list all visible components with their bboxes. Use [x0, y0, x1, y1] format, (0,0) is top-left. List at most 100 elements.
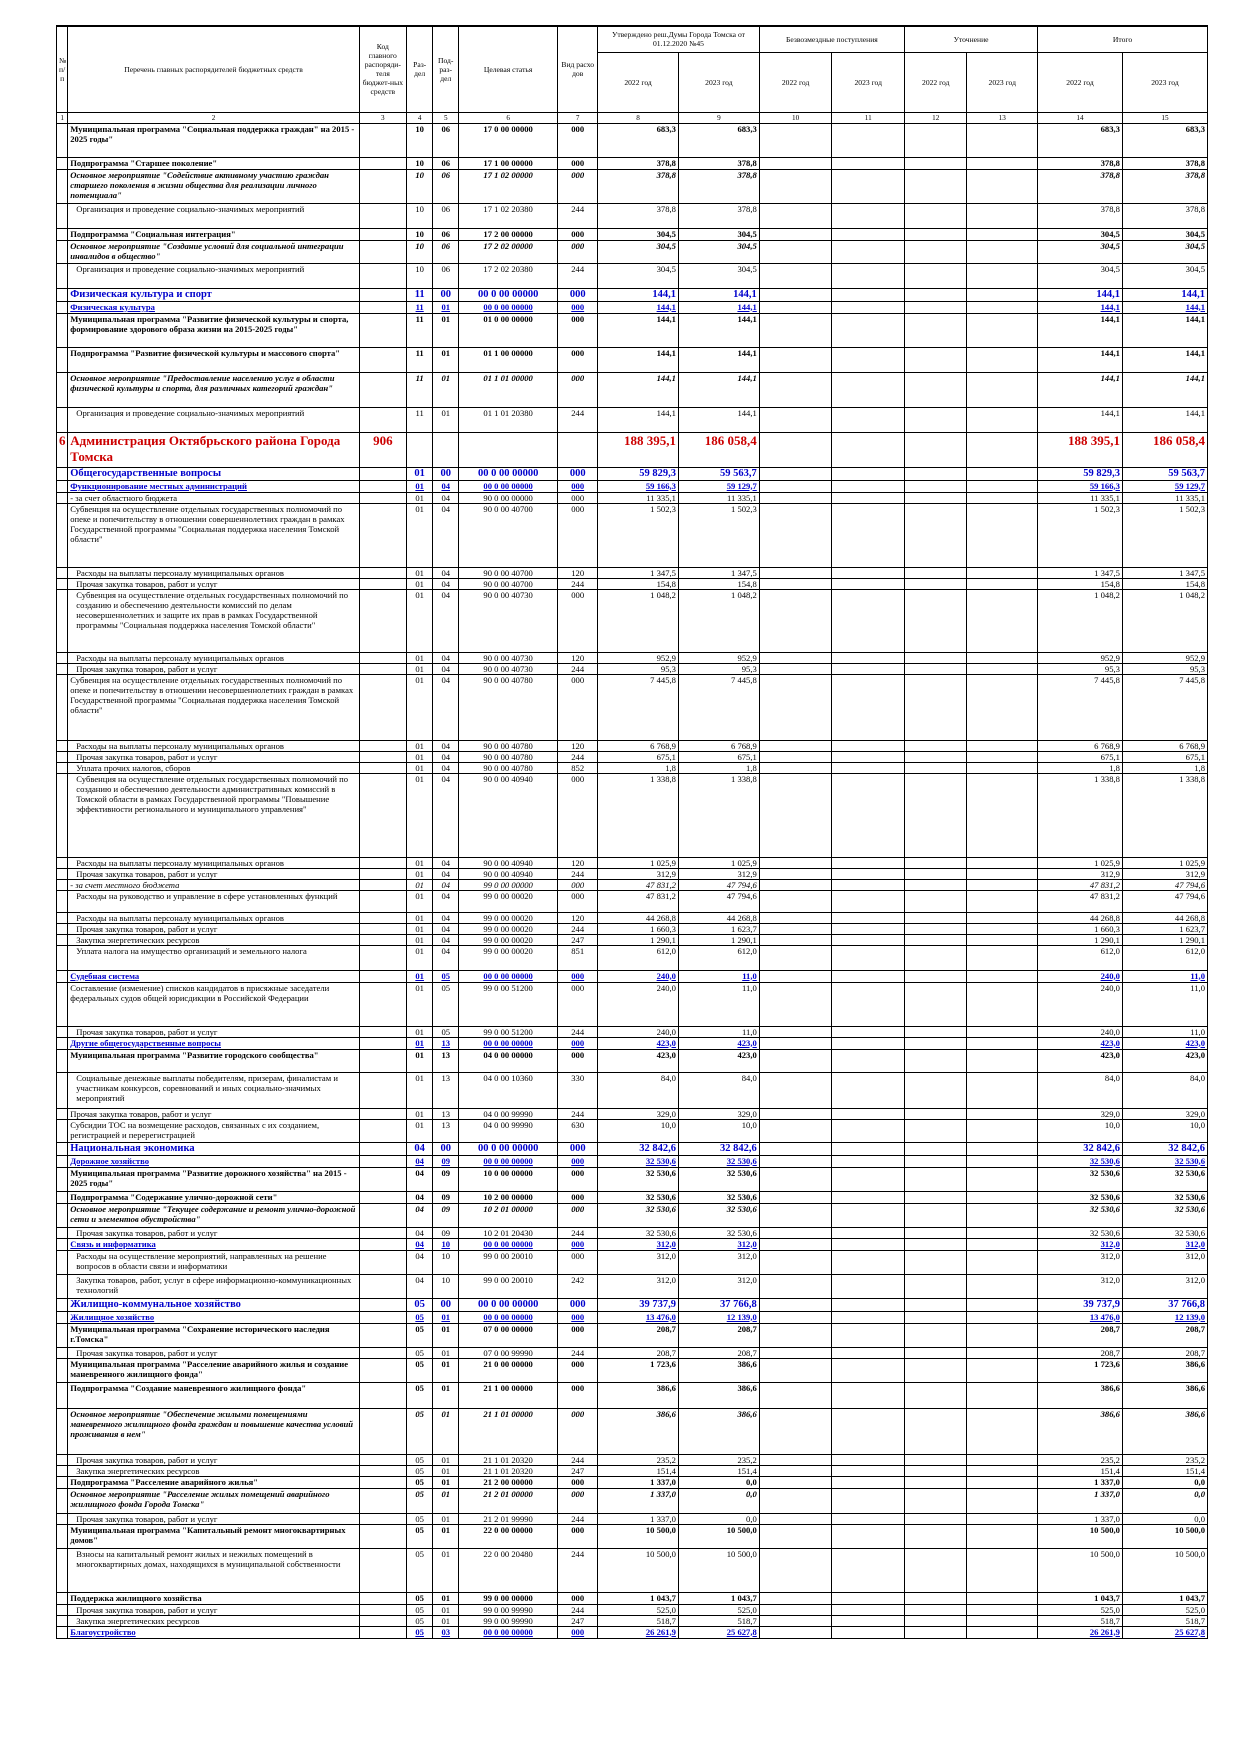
row-approved-2023: 10 500,0 [677, 1523, 760, 1549]
row-free-2023 [831, 1487, 906, 1514]
row-approved-2022: 329,0 [597, 1107, 679, 1120]
row-razdel: 05 [405, 1487, 434, 1514]
row-total-2023: 7 445,8 [1121, 673, 1209, 741]
row-clarification-2022 [904, 933, 968, 946]
column-number: 9 [677, 111, 760, 124]
row-number [55, 1453, 69, 1466]
table-row: Муниципальная программа "Развитие городс… [55, 1048, 1209, 1073]
table-header: № п/п Перечень главных распорядителей бю… [55, 25, 1209, 124]
row-code [358, 346, 407, 373]
row-free-2022 [758, 1107, 833, 1120]
row-clarification-2023 [966, 168, 1039, 204]
row-approved-2022: 304,5 [597, 262, 679, 289]
row-number [55, 1118, 69, 1143]
row-name: Физическая культура и спорт [67, 287, 360, 302]
row-free-2022 [758, 287, 833, 302]
row-podrazdel: 09 [432, 1190, 460, 1204]
row-total-2022: 6 768,9 [1037, 739, 1123, 752]
row-code [358, 406, 407, 433]
row-approved-2023: 10 500,0 [677, 1547, 760, 1593]
row-razdel: 05 [405, 1625, 434, 1639]
row-expense-type: 000 [557, 1166, 599, 1192]
row-name: - за счет областного бюджета [67, 491, 360, 504]
row-total-2022: 154,8 [1037, 577, 1123, 590]
row-clarification-2023 [966, 371, 1039, 408]
row-clarification-2022 [904, 431, 968, 468]
row-name: Подпрограмма "Содержание улично-дорожной… [67, 1190, 360, 1204]
row-code [358, 867, 407, 880]
row-podrazdel: 09 [432, 1166, 460, 1192]
row-clarification-2022 [904, 227, 968, 241]
header-name: Перечень главных распорядителей бюджетны… [67, 25, 360, 113]
row-code [358, 1107, 407, 1120]
row-free-2023 [831, 1118, 906, 1143]
row-podrazdel: 03 [432, 1625, 460, 1639]
row-code [358, 1625, 407, 1639]
row-total-2022: 144,1 [1037, 300, 1123, 314]
row-expense-type: 000 [557, 1407, 599, 1455]
row-clarification-2023 [966, 1591, 1039, 1605]
row-code [358, 933, 407, 946]
row-total-2022: 1 337,0 [1037, 1475, 1123, 1489]
row-clarification-2023 [966, 933, 1039, 946]
row-clarification-2022 [904, 922, 968, 935]
row-free-2022 [758, 588, 833, 653]
row-expense-type: 000 [557, 346, 599, 373]
row-name: Дорожное хозяйство [67, 1154, 360, 1168]
row-clarification-2023 [966, 1025, 1039, 1038]
row-clarification-2022 [904, 1141, 968, 1156]
header-year: 2022 год [758, 51, 833, 113]
row-razdel: 11 [405, 300, 434, 314]
row-code [358, 287, 407, 302]
row-clarification-2023 [966, 1141, 1039, 1156]
row-approved-2023: 32 530,6 [677, 1154, 760, 1168]
row-clarification-2022 [904, 856, 968, 869]
row-number [55, 156, 69, 170]
row-free-2023 [831, 588, 906, 653]
header-clarification: Уточнение [904, 25, 1039, 53]
row-name: Прочая закупка товаров, работ и услуг [67, 1453, 360, 1466]
row-number [55, 122, 69, 158]
row-podrazdel: 13 [432, 1118, 460, 1143]
row-approved-2023: 952,9 [677, 651, 760, 664]
row-code [358, 889, 407, 913]
table-row: Прочая закупка товаров, работ и услуг 01 1… [55, 1107, 1209, 1120]
row-clarification-2023 [966, 1249, 1039, 1275]
row-expense-type: 244 [557, 1547, 599, 1593]
row-name: Прочая закупка товаров, работ и услуг [67, 1226, 360, 1239]
row-expense-type: 000 [557, 1310, 599, 1324]
row-clarification-2023 [966, 491, 1039, 504]
row-total-2022: 7 445,8 [1037, 673, 1123, 741]
table-row: Подпрограмма "Развитие физической культу… [55, 346, 1209, 373]
row-podrazdel: 01 [432, 1475, 460, 1489]
row-free-2023 [831, 1322, 906, 1348]
row-code [358, 662, 407, 675]
row-clarification-2022 [904, 1487, 968, 1514]
row-number [55, 1107, 69, 1120]
row-number [55, 1202, 69, 1228]
row-name: Подпрограмма "Развитие физической культу… [67, 346, 360, 373]
row-number [55, 969, 69, 983]
row-total-2022: 32 530,6 [1037, 1202, 1123, 1228]
row-razdel: 05 [405, 1603, 434, 1616]
row-approved-2023: 329,0 [677, 1107, 760, 1120]
column-number: 4 [405, 111, 434, 124]
row-free-2022 [758, 122, 833, 158]
row-clarification-2022 [904, 673, 968, 741]
row-free-2022 [758, 1048, 833, 1073]
row-number [55, 981, 69, 1027]
row-number [55, 1025, 69, 1038]
row-approved-2022: 47 831,2 [597, 878, 679, 891]
row-podrazdel: 01 [432, 1547, 460, 1593]
table-row: Основное мероприятие "Расселение жилых п… [55, 1487, 1209, 1514]
row-expense-type: 000 [557, 1154, 599, 1168]
row-expense-type: 000 [557, 1475, 599, 1489]
row-number [55, 1407, 69, 1455]
row-free-2022 [758, 1118, 833, 1143]
row-total-2023: 329,0 [1121, 1107, 1209, 1120]
row-approved-2023: 386,6 [677, 1357, 760, 1383]
row-code [358, 300, 407, 314]
row-number [55, 300, 69, 314]
row-clarification-2023 [966, 1603, 1039, 1616]
row-total-2022: 32 530,6 [1037, 1226, 1123, 1239]
